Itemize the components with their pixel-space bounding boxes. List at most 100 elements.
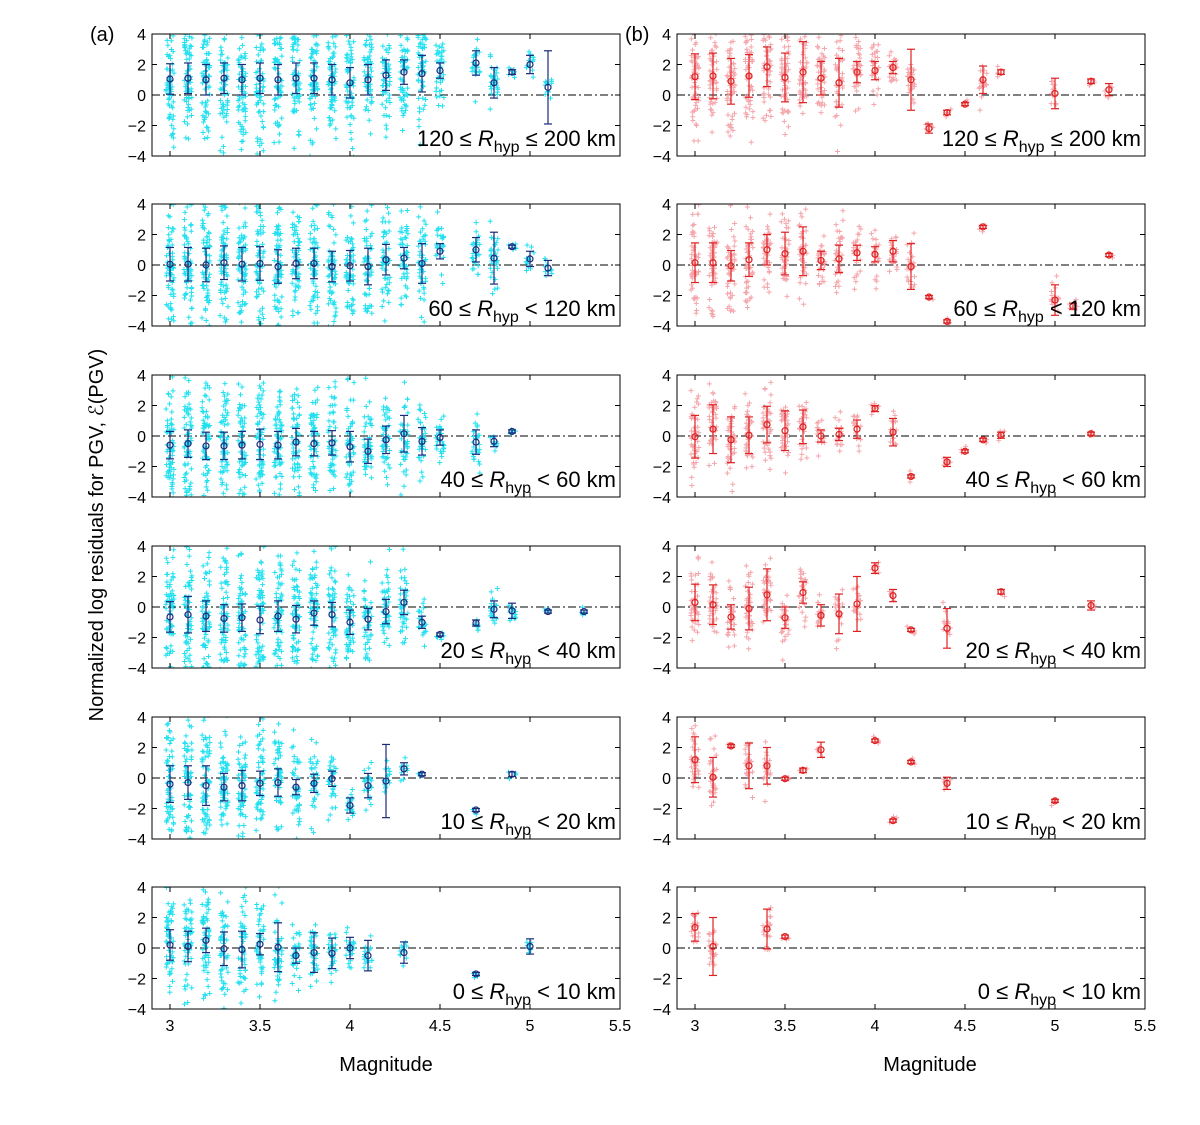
scatter-point: [163, 462, 169, 468]
scatter-point: [362, 271, 368, 277]
scatter-point: [242, 102, 248, 108]
scatter-point: [219, 480, 225, 486]
scatter-point: [314, 320, 320, 326]
scatter-point: [224, 436, 230, 442]
scatter-point: [328, 99, 334, 105]
scatter-point: [164, 253, 170, 259]
scatter-point: [222, 319, 228, 325]
scatter-point: [327, 289, 333, 295]
scatter-point: [164, 80, 170, 86]
scatter-point: [256, 315, 262, 321]
scatter-point: [168, 204, 174, 207]
scatter-point: [240, 491, 246, 497]
scatter-point: [402, 234, 408, 240]
scatter-point: [188, 112, 194, 118]
scatter-point: [436, 225, 442, 231]
scatter-point: [331, 40, 337, 46]
scatter-point: [419, 314, 425, 320]
scatter-point: [170, 277, 176, 283]
scatter-point: [440, 41, 446, 47]
scatter-point: [168, 394, 174, 400]
scatter-point: [327, 55, 333, 61]
scatter-point: [221, 37, 227, 43]
scatter-point: [181, 474, 187, 480]
scatter-point: [307, 236, 313, 242]
scatter-point: [417, 229, 423, 235]
scatter-point: [333, 309, 339, 315]
scatter-point: [524, 267, 530, 273]
scatter-point: [239, 42, 245, 48]
mean-marker: [526, 255, 534, 263]
scatter-point: [200, 417, 206, 423]
scatter-point: [397, 69, 403, 75]
scatter-point: [473, 220, 479, 226]
scatter-point: [243, 130, 249, 136]
scatter-point: [368, 272, 374, 278]
scatter-point: [399, 241, 405, 247]
scatter-point: [403, 228, 409, 234]
scatter-point: [170, 265, 176, 271]
scatter-point: [258, 44, 264, 50]
mean-marker: [346, 262, 354, 270]
scatter-point: [224, 213, 230, 219]
scatter-point: [310, 139, 316, 145]
scatter-point: [307, 95, 313, 101]
scatter-point: [255, 52, 261, 58]
scatter-point: [398, 42, 404, 48]
range-label: 120 ≤ Rhyp ≤ 200 km: [417, 126, 616, 156]
scatter-point: [253, 294, 259, 300]
scatter-point: [220, 235, 226, 241]
scatter-point: [237, 309, 243, 315]
range-label-variable: R: [489, 467, 505, 492]
scatter-point: [260, 71, 266, 77]
scatter-point: [203, 380, 209, 386]
range-label: 60 ≤ Rhyp < 120 km: [428, 296, 616, 326]
scatter-point: [181, 225, 187, 231]
scatter-point: [221, 114, 227, 120]
scatter-point: [385, 276, 391, 282]
scatter-point: [438, 64, 444, 70]
mean-marker: [526, 60, 534, 69]
scatter-point: [256, 286, 262, 292]
scatter-point: [167, 401, 173, 407]
scatter-point: [202, 385, 208, 391]
scatter-point: [331, 95, 337, 101]
scatter-point: [222, 407, 228, 413]
mean-marker: [202, 76, 210, 84]
scatter-point: [186, 34, 192, 40]
scatter-point: [271, 65, 277, 71]
scatter-point: [405, 37, 411, 43]
scatter-point: [224, 495, 226, 497]
scatter-point: [277, 36, 283, 42]
scatter-point: [313, 204, 319, 208]
scatter-point: [219, 235, 225, 241]
scatter-point: [311, 58, 317, 64]
scatter-point: [279, 53, 285, 59]
scatter-point: [307, 230, 313, 236]
scatter-point: [164, 52, 170, 58]
scatter-point: [433, 42, 439, 48]
scatter-point: [203, 484, 209, 490]
scatter-point: [242, 234, 248, 240]
scatter-point: [187, 297, 193, 303]
scatter-point: [236, 381, 241, 387]
scatter-point: [277, 131, 283, 137]
scatter-point: [346, 38, 352, 44]
scatter-point: [220, 412, 226, 418]
scatter-point: [314, 226, 320, 232]
scatter-point: [328, 121, 334, 127]
scatter-point: [170, 314, 176, 320]
scatter-point: [314, 126, 320, 132]
scatter-point: [188, 245, 194, 251]
scatter-point: [310, 205, 316, 211]
scatter-point: [331, 53, 337, 59]
scatter-point: [487, 218, 493, 224]
y-tick-label: 4: [137, 539, 146, 556]
scatter-point: [257, 143, 263, 149]
scatter-point: [224, 273, 230, 279]
scatter-point: [350, 146, 356, 152]
scatter-point: [185, 391, 191, 397]
scatter-point: [438, 87, 444, 93]
scatter-point: [476, 251, 482, 257]
